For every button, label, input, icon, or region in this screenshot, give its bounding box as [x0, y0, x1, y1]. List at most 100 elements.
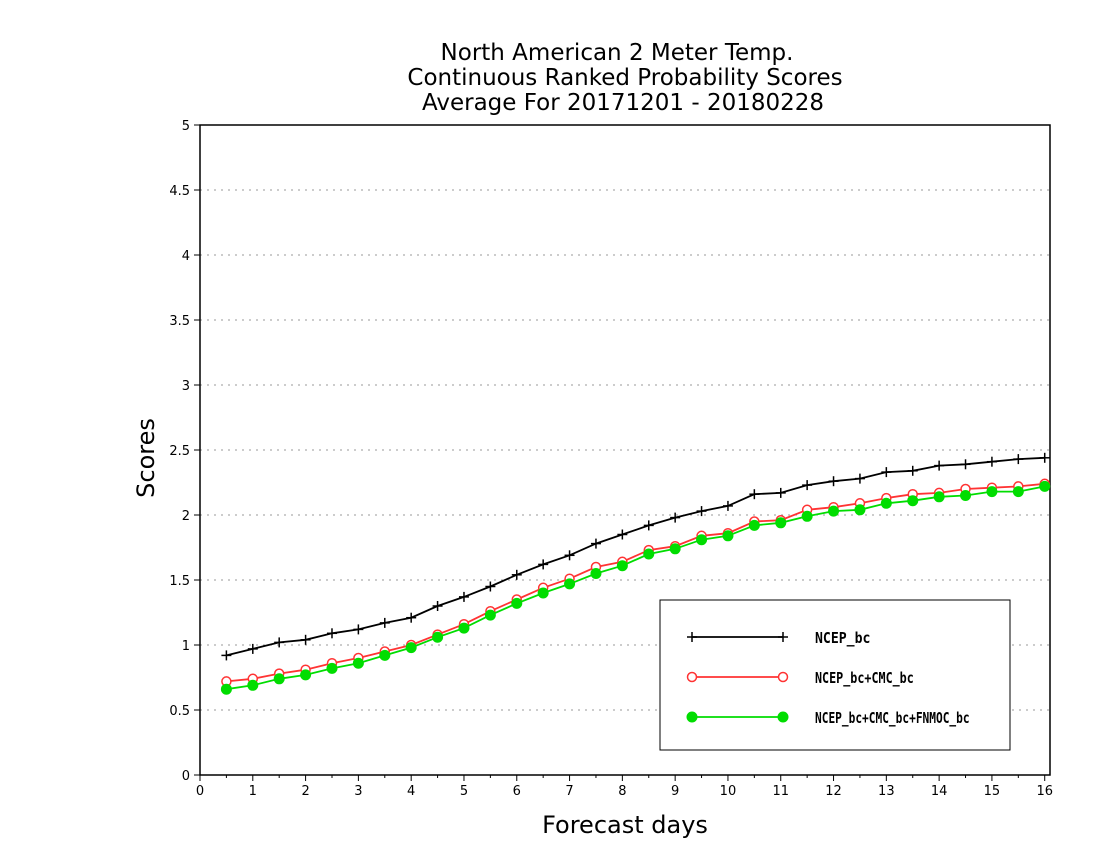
data-point [881, 467, 892, 478]
legend-label: NCEP_bc [815, 629, 870, 647]
data-point [986, 456, 997, 467]
legend-marker-start [686, 711, 698, 723]
y-tick-label: 5 [182, 119, 190, 134]
data-point [485, 581, 496, 592]
series-2 [220, 480, 1051, 695]
data-point [538, 559, 549, 570]
data-point [458, 591, 469, 602]
x-tick-label: 3 [354, 784, 362, 799]
x-tick-label: 14 [931, 784, 948, 799]
data-point [1039, 452, 1050, 463]
y-tick-label: 0 [182, 769, 190, 784]
data-point [669, 543, 681, 555]
y-tick-label: 4.5 [169, 184, 190, 199]
x-tick-label: 2 [301, 784, 309, 799]
x-tick-label: 6 [513, 784, 521, 799]
data-point [511, 569, 522, 580]
data-point [379, 617, 390, 628]
y-tick-label: 1 [182, 639, 190, 654]
data-point [828, 505, 840, 517]
data-point [300, 634, 311, 645]
title-line-2: Continuous Ranked Probability Scores [407, 65, 842, 91]
legend-label: NCEP_bc+CMC_bc [815, 669, 914, 687]
data-point [247, 643, 258, 654]
x-tick-label: 5 [460, 784, 468, 799]
data-point [247, 679, 259, 691]
data-point [934, 460, 945, 471]
data-point [722, 530, 734, 542]
legend-label: NCEP_bc+CMC_bc+FNMOC_bc [815, 709, 970, 727]
legend-marker-end [777, 711, 789, 723]
data-point [484, 609, 496, 621]
data-point [960, 490, 972, 501]
x-tick-label: 16 [1036, 784, 1053, 799]
legend-marker-end [778, 632, 788, 642]
y-tick-label: 1.5 [169, 574, 190, 589]
title-line-1: North American 2 Meter Temp. [441, 40, 794, 66]
data-point [854, 473, 865, 484]
x-tick-label: 11 [772, 784, 789, 799]
data-point [617, 529, 628, 540]
data-point [1012, 486, 1024, 498]
x-axis-label: Forecast days [542, 811, 708, 839]
data-point [1013, 454, 1024, 465]
data-point [907, 465, 918, 476]
x-tick-label: 0 [196, 784, 204, 799]
y-tick-label: 3 [182, 379, 190, 394]
x-tick-label: 10 [720, 784, 737, 799]
data-point [564, 578, 576, 590]
data-point [643, 548, 655, 560]
x-tick-label: 4 [407, 784, 415, 799]
data-point [802, 480, 813, 491]
x-tick-label: 8 [618, 784, 626, 799]
data-point [220, 683, 232, 695]
x-tick-label: 12 [825, 784, 842, 799]
x-tick-label: 1 [249, 784, 257, 799]
data-point [274, 637, 285, 648]
data-point [564, 550, 575, 561]
legend-entry-2: NCEP_bc+CMC_bc+FNMOC_bc [686, 709, 970, 727]
data-point [775, 487, 786, 498]
data-point [300, 669, 312, 681]
legend-entry-1: NCEP_bc+CMC_bc [686, 669, 914, 687]
data-point [353, 624, 364, 635]
legend-marker-start [687, 632, 697, 642]
data-point [352, 657, 364, 669]
axis-ticks: 00.511.522.533.544.550 1 2 3 4 5 6 7 8 9 10 11 12 13 1… [169, 119, 1053, 799]
data-point [379, 649, 391, 661]
data-point [1039, 480, 1051, 492]
x-tick-label: 15 [984, 784, 1001, 799]
data-point [537, 587, 549, 599]
legend-entry-0: NCEP_bc [687, 629, 870, 647]
data-point [326, 628, 337, 639]
data-point [775, 517, 787, 529]
series-0 [221, 452, 1050, 661]
data-point [828, 476, 839, 487]
data-point [221, 650, 232, 661]
data-point [696, 506, 707, 517]
legend: NCEP_bc NCEP_bc+CMC_bc NCEP_bc+CMC_bc+FNMO… [659, 599, 1011, 751]
title-line-3: Average For 20171201 - 20180228 [422, 90, 824, 116]
y-tick-label: 3.5 [169, 314, 190, 329]
data-point [722, 500, 733, 511]
data-point [986, 486, 998, 498]
data-point [749, 489, 760, 500]
y-tick-label: 2.5 [169, 444, 190, 459]
data-point [801, 510, 813, 522]
legend-box [659, 599, 1011, 751]
data-point [643, 520, 654, 531]
legend-marker-end [777, 671, 789, 683]
data-point [405, 642, 417, 654]
y-tick-label: 2 [182, 509, 190, 524]
legend-marker-start [686, 671, 698, 683]
data-point [960, 459, 971, 470]
data-point [670, 512, 681, 523]
data-point [590, 538, 601, 549]
x-tick-label: 13 [878, 784, 895, 799]
y-axis-label: Scores [132, 418, 160, 498]
data-point [933, 491, 945, 503]
data-point [854, 504, 866, 516]
x-tick-label: 7 [565, 784, 573, 799]
data-point [907, 495, 919, 507]
